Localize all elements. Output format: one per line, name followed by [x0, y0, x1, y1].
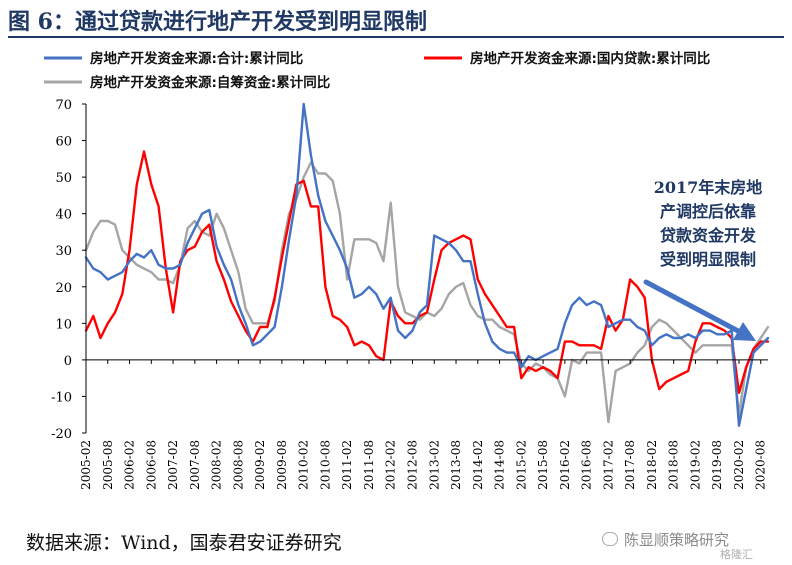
annotation-line: 贷款资金开发	[660, 226, 757, 245]
x-tick-label: 2018-02	[645, 440, 659, 490]
x-tick-label: 2016-02	[558, 440, 572, 490]
annotation-line: 产调控后依靠	[660, 202, 756, 221]
legend-label: 房地产开发资金来源:合计:累计同比	[90, 50, 303, 67]
x-tick-label: 2012-08	[405, 440, 419, 490]
x-tick-label: 2013-08	[449, 440, 463, 490]
watermark-sub: 格隆汇	[720, 548, 753, 561]
x-tick-label: 2019-08	[710, 440, 724, 490]
y-tick-label: -20	[51, 427, 72, 442]
x-tick-label: 2019-02	[688, 440, 702, 490]
x-tick-label: 2012-02	[384, 440, 398, 490]
y-tick-label: 10	[55, 317, 72, 332]
wechat-icon	[602, 532, 618, 546]
legend-label: 房地产开发资金来源:国内贷款:累计同比	[470, 50, 710, 67]
series-line-loan	[84, 150, 770, 394]
x-tick-label: 2009-02	[253, 440, 267, 490]
chart-axes: -20 -10 0 10 20 30 40 50 60 70 2005-02 2005-08 2006-…	[51, 98, 768, 490]
x-tick-label: 2020-08	[754, 440, 768, 490]
x-tick-label: 2010-08	[318, 440, 332, 490]
y-tick-label: 40	[55, 208, 72, 223]
x-tick-label: 2009-08	[275, 440, 289, 490]
x-tick-label: 2015-08	[536, 440, 550, 490]
y-tick-label: 20	[55, 281, 72, 296]
y-tick-label: 50	[55, 171, 72, 186]
annotation-line: 2017年末房地	[654, 178, 763, 197]
x-tick-label: 2013-02	[427, 440, 441, 490]
x-tick-label: 2011-08	[362, 440, 376, 490]
legend-label: 房地产开发资金来源:自筹资金:累计同比	[90, 74, 330, 91]
y-tick-label: 60	[55, 135, 72, 150]
y-tick-label: 0	[64, 354, 72, 369]
x-tick-label: 2014-02	[471, 440, 485, 490]
y-tick-label: 30	[55, 244, 72, 259]
x-tick-label: 2008-08	[231, 440, 245, 490]
series-line-total	[84, 102, 770, 427]
x-tick-label: 2016-08	[580, 440, 594, 490]
x-tick-label: 2006-08	[144, 440, 158, 490]
figure-title: 图 6：通过贷款进行地产开发受到明显限制	[8, 9, 427, 35]
legend: 房地产开发资金来源:合计:累计同比 房地产开发资金来源:国内贷款:累计同比房地产开…	[44, 50, 710, 91]
x-tick-label: 2005-08	[101, 440, 115, 490]
x-tick-label: 2005-02	[79, 440, 93, 490]
annotation-arrow-shaft	[643, 279, 743, 335]
x-tick-label: 2006-02	[123, 440, 137, 490]
y-tick-label: -10	[51, 390, 72, 405]
x-tick-label: 2017-08	[623, 440, 637, 490]
x-tick-label: 2007-02	[166, 440, 180, 490]
y-tick-label: 70	[55, 98, 72, 113]
source-note: 数据来源：Wind，国泰君安证券研究	[26, 532, 342, 554]
x-tick-label: 2011-02	[340, 440, 354, 490]
x-tick-label: 2014-08	[493, 440, 507, 490]
x-tick-label: 2010-02	[297, 440, 311, 490]
line-chart: 房地产开发资金来源:合计:累计同比 房地产开发资金来源:国内贷款:累计同比房地产开…	[44, 50, 770, 490]
x-tick-label: 2008-02	[210, 440, 224, 490]
watermark: 陈显顺策略研究	[602, 529, 729, 550]
annotation-arrow-head	[733, 322, 756, 341]
x-tick-label: 2015-02	[514, 440, 528, 490]
watermark-text: 陈显顺策略研究	[624, 531, 730, 549]
chart-lines	[84, 102, 770, 427]
x-tick-label: 2007-08	[188, 440, 202, 490]
x-tick-label: 2020-02	[732, 440, 746, 490]
annotation-line: 受到明显限制	[660, 250, 756, 269]
title-rule	[8, 36, 784, 38]
x-tick-label: 2017-02	[601, 440, 615, 490]
x-tick-label: 2018-08	[667, 440, 681, 490]
